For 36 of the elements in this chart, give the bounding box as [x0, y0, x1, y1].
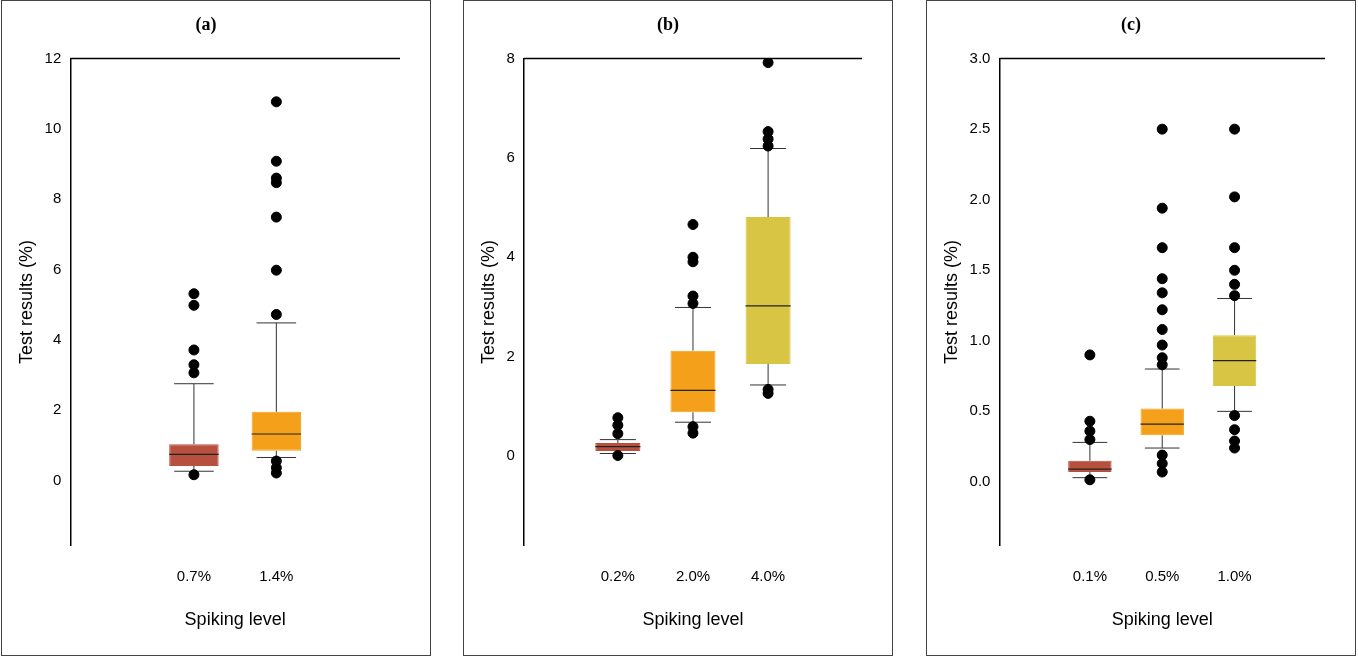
- y-axis-title: Test results (%): [477, 239, 498, 365]
- x-tick-label: 4.0%: [750, 566, 786, 584]
- chart-title: (b): [657, 14, 679, 36]
- x-tick-label: 1.0%: [1217, 566, 1252, 584]
- y-tick-label: 2.0: [969, 189, 991, 207]
- y-tick-label: 4: [506, 247, 515, 265]
- x-axis-title: Spiking level: [642, 609, 744, 630]
- y-tick-label: 3.0: [969, 48, 991, 66]
- y-tick-label: 2.5: [969, 119, 991, 137]
- y-tick-label: 0.0: [969, 472, 991, 490]
- y-tick-label: 10: [44, 119, 62, 137]
- x-tick-label: 2.0%: [675, 566, 711, 584]
- x-tick-label: 0.7%: [176, 566, 212, 584]
- y-tick-label: 1.5: [969, 260, 991, 278]
- x-tick-label: 1.4%: [259, 566, 294, 584]
- chart-title: (a): [195, 14, 217, 36]
- y-axis-title: Test results (%): [940, 239, 961, 365]
- x-axis-title: Spiking level: [1111, 609, 1213, 630]
- y-tick-label: 0: [506, 446, 515, 464]
- y-tick-label: 12: [44, 48, 62, 66]
- y-tick-label: 6: [52, 259, 62, 277]
- x-tick-label: 0.5%: [1145, 566, 1180, 584]
- y-axis-title: Test results (%): [15, 239, 36, 365]
- y-tick-label: 8: [52, 189, 62, 207]
- y-tick-label: 6: [506, 148, 515, 166]
- chart-title: (c): [1121, 14, 1141, 36]
- y-tick-label: 0.5: [969, 401, 991, 419]
- y-tick-label: 0: [52, 470, 62, 488]
- y-tick-label: 1.0: [969, 330, 991, 348]
- x-tick-label: 0.2%: [600, 566, 635, 584]
- x-tick-label: 0.1%: [1072, 566, 1107, 584]
- y-tick-label: 8: [506, 48, 515, 66]
- x-axis-title: Spiking level: [184, 609, 286, 630]
- y-tick-label: 4: [52, 329, 62, 347]
- y-tick-label: 2: [506, 346, 515, 364]
- y-tick-label: 2: [52, 400, 62, 418]
